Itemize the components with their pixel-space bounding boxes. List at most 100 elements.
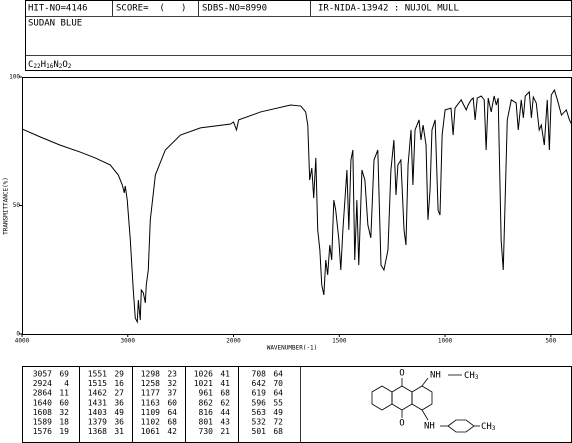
ring	[447, 419, 475, 433]
peak-transmittance: 70	[273, 379, 283, 388]
peak-transmittance: 19	[59, 427, 69, 436]
peak-wavenumber: 1515	[88, 379, 107, 388]
y-tick-label: 100	[9, 74, 20, 81]
peak-transmittance: 49	[114, 408, 124, 417]
subscript: 3	[475, 374, 479, 381]
peak-wavenumber: 1576	[33, 427, 52, 436]
peak-transmittance: 32	[167, 379, 177, 388]
peak-wavenumber: 642	[252, 379, 267, 388]
sdbs-no: SDBS-NO=8990	[202, 4, 267, 14]
peak-transmittance: 11	[59, 389, 69, 398]
peak-transmittance: 32	[59, 408, 69, 417]
peak-wavenumber: 1589	[33, 418, 52, 427]
formula: C22H16N2O2	[28, 60, 72, 70]
peak-wavenumber: 1177	[141, 389, 160, 398]
peak-transmittance: 68	[167, 418, 177, 427]
x-tick-label: 4000	[15, 338, 30, 345]
peak-transmittance: 4	[64, 379, 69, 388]
peak-wavenumber: 3057	[33, 370, 52, 379]
peak-transmittance: 55	[273, 398, 283, 407]
peak-wavenumber: 619	[252, 389, 267, 398]
peak-table: 3057 69 2924 4 2864 11 1640 60 1608 32 1589 18 1576 1…	[33, 366, 283, 443]
y-tick-label: 0	[16, 331, 20, 338]
x-tick-label: 3000	[121, 338, 136, 345]
atom-label: O	[399, 369, 404, 379]
subscript: 16	[46, 63, 54, 70]
peak-transmittance: 41	[220, 370, 230, 379]
peak-transmittance: 36	[114, 398, 124, 407]
peak-wavenumber: 801	[199, 418, 214, 427]
atom-label: CH3	[464, 371, 479, 381]
peak-transmittance: 23	[167, 370, 177, 379]
hit-no: HIT-NO=4146	[28, 4, 88, 14]
peak-transmittance: 60	[167, 398, 177, 407]
peak-transmittance: 21	[220, 427, 230, 436]
peak-transmittance: 64	[273, 389, 283, 398]
peak-wavenumber: 532	[252, 418, 267, 427]
peak-transmittance: 68	[273, 427, 283, 436]
peak-wavenumber: 1368	[88, 427, 107, 436]
subscript: 2	[59, 63, 63, 70]
ring	[411, 385, 433, 411]
peak-transmittance: 44	[220, 408, 230, 417]
peak-wavenumber: 1608	[33, 408, 52, 417]
x-axis-label: WAVENUMBER(-1)	[267, 345, 318, 352]
peak-wavenumber: 1551	[88, 370, 107, 379]
peak-transmittance: 62	[220, 398, 230, 407]
peak-wavenumber: 1379	[88, 418, 107, 427]
x-tick-label: 1000	[438, 338, 453, 345]
peak-wavenumber: 816	[199, 408, 214, 417]
ring	[391, 385, 413, 411]
peak-wavenumber: 1298	[141, 370, 160, 379]
peak-wavenumber: 961	[199, 389, 214, 398]
peak-transmittance: 60	[59, 398, 69, 407]
peak-wavenumber: 730	[199, 427, 214, 436]
atom-label: NH	[430, 371, 441, 381]
peak-transmittance: 16	[114, 379, 124, 388]
atom-label: NH	[424, 422, 435, 432]
spectrum-plot: WAVENUMBER(-1) TRANSMITTANCE(%) 0 50 100 40…	[3, 74, 572, 352]
x-tick-label: 500	[545, 338, 556, 345]
peak-wavenumber: 1431	[88, 398, 107, 407]
peak-transmittance: 72	[273, 418, 283, 427]
element: O	[62, 60, 67, 70]
peak-wavenumber: 596	[252, 398, 267, 407]
peak-transmittance: 43	[220, 418, 230, 427]
x-tick-label: 1500	[332, 338, 347, 345]
peak-wavenumber: 2864	[33, 389, 52, 398]
bond	[421, 377, 429, 387]
peak-transmittance: 69	[59, 370, 69, 379]
peak-wavenumber: 1061	[141, 427, 160, 436]
peak-wavenumber: 563	[252, 408, 267, 417]
peak-wavenumber: 1109	[141, 408, 160, 417]
peak-wavenumber: 2924	[33, 379, 52, 388]
x-tick-label: 2000	[226, 338, 241, 345]
peak-wavenumber: 1258	[141, 379, 160, 388]
peak-wavenumber: 1462	[88, 389, 107, 398]
header-box	[25, 0, 572, 71]
score: SCORE= ( )	[116, 4, 186, 14]
element: C	[28, 60, 33, 70]
peak-wavenumber: 1403	[88, 408, 107, 417]
peak-transmittance: 18	[59, 418, 69, 427]
atom: CH	[464, 371, 475, 381]
peak-wavenumber: 1640	[33, 398, 52, 407]
peak-transmittance: 49	[273, 408, 283, 417]
peak-transmittance: 41	[220, 379, 230, 388]
structure: O O NH NH CH3 CH3	[371, 369, 496, 433]
plot-frame	[22, 77, 572, 335]
peak-wavenumber: 1021	[194, 379, 213, 388]
peak-wavenumber: 862	[199, 398, 214, 407]
peak-transmittance: 68	[220, 389, 230, 398]
ir-id: IR-NIDA-13942 : NUJOL MULL	[318, 4, 459, 14]
peak-transmittance: 36	[114, 418, 124, 427]
peak-wavenumber: 501	[252, 427, 267, 436]
atom: CH	[481, 422, 492, 432]
subscript: 2	[68, 63, 72, 70]
atom-label: O	[399, 419, 404, 429]
peak-transmittance: 42	[167, 427, 177, 436]
atom-label: CH3	[481, 422, 496, 432]
element: N	[53, 60, 58, 70]
subscript: 3	[492, 425, 496, 432]
peak-wavenumber: 1026	[194, 370, 213, 379]
